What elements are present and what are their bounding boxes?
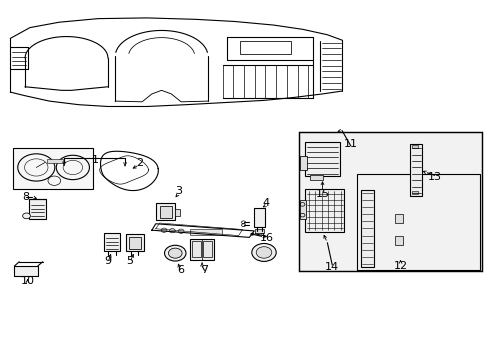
Bar [411,191,417,194]
Bar [305,142,339,176]
Text: 7: 7 [201,265,208,275]
Bar [299,132,481,271]
Circle shape [168,248,182,258]
Bar [356,174,479,270]
Text: 6: 6 [177,265,184,275]
Bar [409,144,422,196]
Bar [191,241,200,257]
Text: 8: 8 [22,192,30,202]
Bar [394,235,403,244]
Bar [360,190,373,267]
Circle shape [22,213,30,219]
Text: 12: 12 [393,261,407,271]
Bar [156,203,175,220]
Circle shape [251,243,276,261]
Text: 10: 10 [20,276,35,286]
Bar [29,199,46,219]
Text: 9: 9 [104,256,111,266]
Text: 2: 2 [136,158,143,168]
Text: 5: 5 [126,256,133,266]
Bar [255,229,264,233]
Circle shape [164,245,185,261]
Text: 16: 16 [259,233,273,243]
Text: 14: 14 [325,262,339,272]
Bar [159,206,171,218]
Bar [254,208,264,226]
Text: 11: 11 [343,139,357,149]
Bar [189,229,221,235]
Bar [125,234,144,251]
Text: 15: 15 [315,189,329,199]
Bar [203,241,211,257]
Bar [239,41,290,54]
Bar [411,145,417,148]
Bar [104,233,120,251]
Bar [13,148,93,189]
Bar [394,214,403,223]
Bar [305,189,344,232]
Circle shape [256,247,271,258]
Bar [300,156,306,170]
Text: 3: 3 [175,186,182,197]
Bar [189,239,214,260]
Circle shape [169,229,175,233]
Circle shape [178,229,183,233]
Bar [300,200,306,220]
Bar [47,159,62,163]
Bar [14,266,38,276]
Circle shape [161,228,166,232]
Text: 4: 4 [263,198,269,208]
Bar [310,175,322,180]
Text: 13: 13 [427,172,441,182]
Circle shape [250,233,254,235]
Bar [175,210,180,216]
Text: 1: 1 [92,155,99,165]
Bar [129,237,141,249]
